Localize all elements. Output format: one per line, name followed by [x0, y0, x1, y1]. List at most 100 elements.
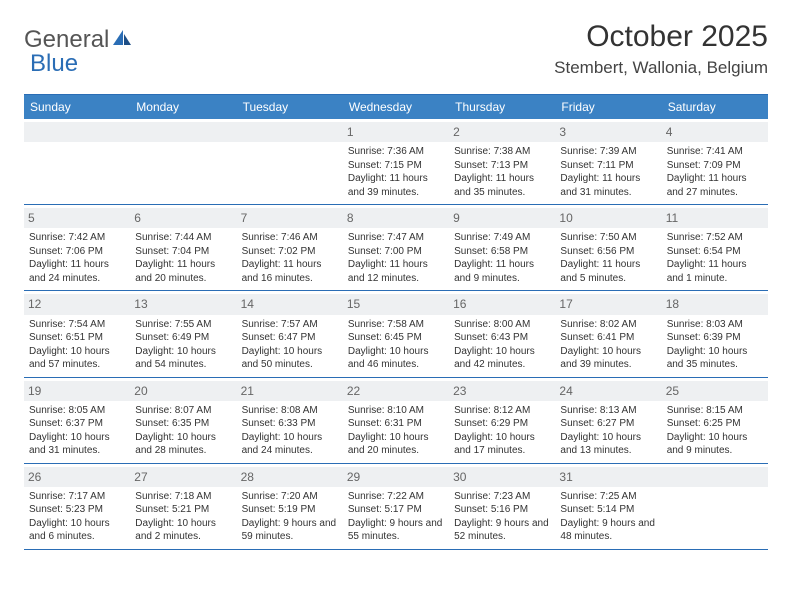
daylight-text: Daylight: 10 hours and 20 minutes. [348, 431, 444, 458]
logo-text-2: Blue [30, 50, 78, 78]
sunrise-text: Sunrise: 7:46 AM [242, 231, 338, 245]
sunrise-text: Sunrise: 8:03 AM [667, 318, 763, 332]
day-number: 23 [449, 381, 555, 401]
day-number: 15 [343, 294, 449, 314]
sunset-text: Sunset: 6:35 PM [135, 417, 231, 431]
sunset-text: Sunset: 5:19 PM [242, 503, 338, 517]
day-cell: 12Sunrise: 7:54 AMSunset: 6:51 PMDayligh… [24, 291, 130, 376]
sunrise-text: Sunrise: 8:05 AM [29, 404, 125, 418]
daylight-text: Daylight: 10 hours and 13 minutes. [560, 431, 656, 458]
day-cell: 30Sunrise: 7:23 AMSunset: 5:16 PMDayligh… [449, 464, 555, 549]
week-row: 19Sunrise: 8:05 AMSunset: 6:37 PMDayligh… [24, 378, 768, 464]
day-number: 7 [237, 208, 343, 228]
sunset-text: Sunset: 5:21 PM [135, 503, 231, 517]
daylight-text: Daylight: 10 hours and 28 minutes. [135, 431, 231, 458]
sunset-text: Sunset: 6:43 PM [454, 331, 550, 345]
sunrise-text: Sunrise: 7:50 AM [560, 231, 656, 245]
sunrise-text: Sunrise: 7:25 AM [560, 490, 656, 504]
sunrise-text: Sunrise: 7:57 AM [242, 318, 338, 332]
sunrise-text: Sunrise: 8:02 AM [560, 318, 656, 332]
sunset-text: Sunset: 5:14 PM [560, 503, 656, 517]
weekday-header-cell: Monday [130, 95, 236, 119]
daylight-text: Daylight: 11 hours and 9 minutes. [454, 258, 550, 285]
day-cell: 18Sunrise: 8:03 AMSunset: 6:39 PMDayligh… [662, 291, 768, 376]
sunrise-text: Sunrise: 7:52 AM [667, 231, 763, 245]
day-number: 27 [130, 467, 236, 487]
sunrise-text: Sunrise: 7:17 AM [29, 490, 125, 504]
day-number: 14 [237, 294, 343, 314]
sunrise-text: Sunrise: 7:47 AM [348, 231, 444, 245]
day-number: 22 [343, 381, 449, 401]
daylight-text: Daylight: 10 hours and 9 minutes. [667, 431, 763, 458]
daylight-text: Daylight: 10 hours and 42 minutes. [454, 345, 550, 372]
day-cell: 28 Sunrise: 7:20 AMSunset: 5:19 PMDayligh… [237, 464, 343, 549]
day-cell: 7Sunrise: 7:46 AMSunset: 7:02 PMDaylight… [237, 205, 343, 290]
day-number: 21 [237, 381, 343, 401]
weekday-header-cell: Tuesday [237, 95, 343, 119]
sunset-text: Sunset: 6:58 PM [454, 245, 550, 259]
sunrise-text: Sunrise: 7:44 AM [135, 231, 231, 245]
daylight-text: Daylight: 10 hours and 57 minutes. [29, 345, 125, 372]
sunset-text: Sunset: 5:16 PM [454, 503, 550, 517]
sunrise-text: Sunrise: 8:10 AM [348, 404, 444, 418]
weeks-container: 1 Sunrise: 7:36 AMSunset: 7:15 PM Daylight… [24, 119, 768, 550]
day-number: 31 [555, 467, 661, 487]
sunset-text: Sunset: 5:17 PM [348, 503, 444, 517]
sunrise-text: Sunrise: 7:41 AM [667, 145, 763, 159]
location-text: Stembert, Wallonia, Belgium [554, 58, 768, 78]
day-number-empty [237, 122, 343, 142]
sunset-text: Sunset: 6:27 PM [560, 417, 656, 431]
day-cell: 9Sunrise: 7:49 AMSunset: 6:58 PMDaylight… [449, 205, 555, 290]
sunset-text: Sunset: 7:13 PM [454, 159, 550, 173]
sunrise-text: Sunrise: 7:20 AM [242, 490, 338, 504]
day-number: 17 [555, 294, 661, 314]
week-row: 1 Sunrise: 7:36 AMSunset: 7:15 PM Daylight… [24, 119, 768, 205]
day-cell: 31 Sunrise: 7:25 AMSunset: 5:14 PMDayligh… [555, 464, 661, 549]
day-cell: 24Sunrise: 8:13 AMSunset: 6:27 PMDayligh… [555, 378, 661, 463]
sunset-text: Sunset: 6:25 PM [667, 417, 763, 431]
sunrise-text: Sunrise: 8:15 AM [667, 404, 763, 418]
day-number: 6 [130, 208, 236, 228]
header: General October 2025 Stembert, Wallonia,… [24, 20, 768, 78]
weekday-header-cell: Wednesday [343, 95, 449, 119]
day-number: 12 [24, 294, 130, 314]
sunset-text: Sunset: 7:15 PM [348, 159, 444, 173]
daylight-text: Daylight: 10 hours and 6 minutes. [29, 517, 125, 544]
sunrise-text: Sunrise: 7:42 AM [29, 231, 125, 245]
day-cell: 2Sunrise: 7:38 AMSunset: 7:13 PMDaylight… [449, 119, 555, 204]
weekday-header-cell: Saturday [662, 95, 768, 119]
sunset-text: Sunset: 7:02 PM [242, 245, 338, 259]
day-number: 10 [555, 208, 661, 228]
calendar-grid: SundayMondayTuesdayWednesdayThursdayFrid… [24, 94, 768, 550]
sunset-text: Sunset: 6:33 PM [242, 417, 338, 431]
sunrise-text: Sunrise: 7:36 AM [348, 145, 444, 159]
day-cell: 20Sunrise: 8:07 AMSunset: 6:35 PMDayligh… [130, 378, 236, 463]
sunrise-text: Sunrise: 8:08 AM [242, 404, 338, 418]
daylight-text: Daylight: 9 hours and 52 minutes. [454, 517, 550, 544]
day-number: 25 [662, 381, 768, 401]
day-number: 19 [24, 381, 130, 401]
day-number: 28 [237, 467, 343, 487]
day-number: 2 [449, 122, 555, 142]
daylight-text: Daylight: 11 hours and 5 minutes. [560, 258, 656, 285]
daylight-text: Daylight: 9 hours and 48 minutes. [560, 517, 656, 544]
daylight-text: Daylight: 11 hours and 27 minutes. [667, 172, 763, 199]
day-cell: 23Sunrise: 8:12 AMSunset: 6:29 PMDayligh… [449, 378, 555, 463]
day-cell: 8Sunrise: 7:47 AMSunset: 7:00 PMDaylight… [343, 205, 449, 290]
weekday-header-cell: Friday [555, 95, 661, 119]
logo-sail-icon [111, 28, 133, 53]
weekday-header-cell: Sunday [24, 95, 130, 119]
day-number: 1 [343, 122, 449, 142]
daylight-text: Daylight: 11 hours and 24 minutes. [29, 258, 125, 285]
daylight-text: Daylight: 9 hours and 59 minutes. [242, 517, 338, 544]
sunset-text: Sunset: 7:11 PM [560, 159, 656, 173]
daylight-text: Daylight: 10 hours and 46 minutes. [348, 345, 444, 372]
daylight-text: Daylight: 10 hours and 39 minutes. [560, 345, 656, 372]
sunset-text: Sunset: 6:56 PM [560, 245, 656, 259]
sunrise-text: Sunrise: 7:54 AM [29, 318, 125, 332]
day-number: 11 [662, 208, 768, 228]
sunset-text: Sunset: 5:23 PM [29, 503, 125, 517]
day-cell: 6Sunrise: 7:44 AMSunset: 7:04 PMDaylight… [130, 205, 236, 290]
day-cell: 17Sunrise: 8:02 AMSunset: 6:41 PMDayligh… [555, 291, 661, 376]
day-number: 30 [449, 467, 555, 487]
